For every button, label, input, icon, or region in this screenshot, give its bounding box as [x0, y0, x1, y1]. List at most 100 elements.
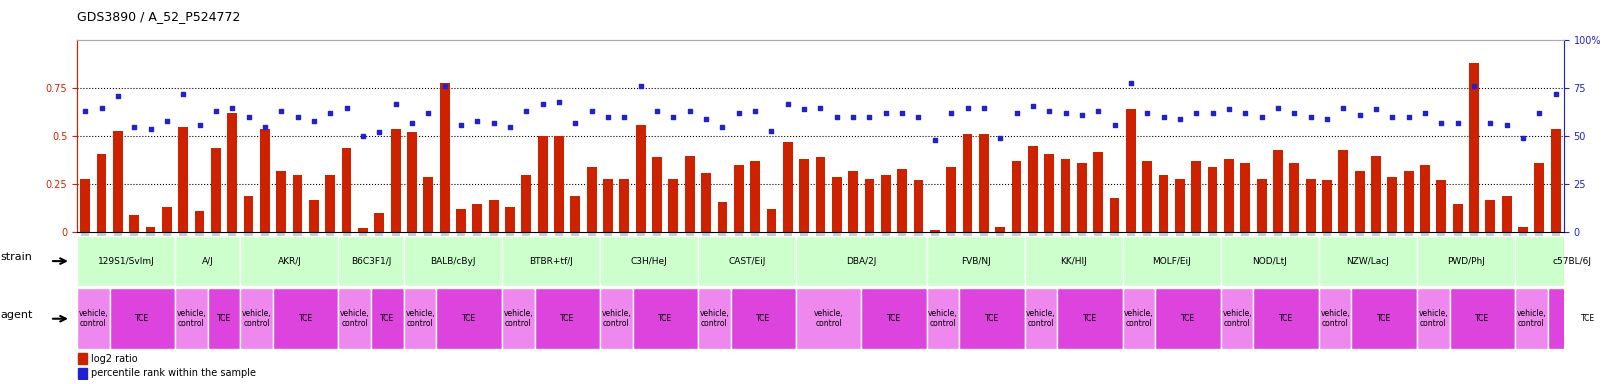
Text: vehicle,
control: vehicle, control	[699, 309, 730, 328]
Point	[1102, 122, 1128, 128]
Point	[1004, 110, 1030, 116]
Bar	[1420, 165, 1429, 232]
Bar	[77, 368, 87, 379]
Bar	[1450, 288, 1514, 349]
Point	[1477, 120, 1503, 126]
Point	[88, 104, 114, 111]
Bar	[832, 177, 842, 232]
Bar	[783, 142, 792, 232]
Bar	[1142, 161, 1152, 232]
Bar	[1274, 150, 1283, 232]
Point	[1461, 83, 1487, 89]
Point	[1020, 103, 1046, 109]
Point	[840, 114, 866, 120]
Bar	[338, 288, 371, 349]
Text: C3H/HeJ: C3H/HeJ	[630, 257, 667, 266]
Bar	[342, 148, 351, 232]
Text: vehicle,
control: vehicle, control	[176, 309, 207, 328]
Bar	[260, 129, 269, 232]
Point	[318, 110, 343, 116]
Text: vehicle,
control: vehicle, control	[813, 309, 844, 328]
Text: TCE: TCE	[298, 314, 313, 323]
Bar	[194, 211, 204, 232]
Bar	[914, 180, 924, 232]
Bar	[1355, 171, 1365, 232]
Bar	[1404, 171, 1413, 232]
Bar	[635, 125, 646, 232]
Bar	[273, 288, 338, 349]
Bar	[371, 288, 404, 349]
Bar	[505, 207, 515, 232]
Bar	[881, 175, 890, 232]
Point	[104, 93, 130, 99]
Bar	[1318, 288, 1352, 349]
Bar	[603, 179, 613, 232]
Point	[334, 104, 359, 111]
Point	[677, 108, 703, 114]
Bar	[228, 113, 237, 232]
Bar	[796, 288, 861, 349]
Point	[1036, 108, 1062, 114]
Bar	[436, 288, 502, 349]
Point	[922, 137, 948, 143]
Point	[645, 108, 670, 114]
Point	[661, 114, 687, 120]
Point	[1134, 110, 1160, 116]
Point	[1250, 114, 1275, 120]
Bar	[358, 228, 367, 232]
Point	[1200, 110, 1225, 116]
Text: vehicle,
control: vehicle, control	[929, 309, 958, 328]
Bar	[1123, 236, 1221, 286]
Bar	[717, 202, 727, 232]
Bar	[1306, 179, 1315, 232]
Text: TCE: TCE	[135, 314, 149, 323]
Bar	[1551, 129, 1561, 232]
Bar	[930, 230, 940, 232]
Bar	[391, 129, 401, 232]
Bar	[162, 207, 172, 232]
Bar	[1208, 167, 1217, 232]
Bar	[815, 157, 826, 232]
Point	[1232, 110, 1258, 116]
Text: vehicle,
control: vehicle, control	[1027, 309, 1055, 328]
Bar	[374, 213, 385, 232]
Point	[547, 99, 573, 105]
Bar	[1123, 288, 1155, 349]
Bar	[489, 200, 499, 232]
Bar	[1352, 288, 1416, 349]
Point	[497, 124, 523, 130]
Bar	[1028, 146, 1038, 232]
Bar	[553, 136, 565, 232]
Point	[1379, 114, 1405, 120]
Bar	[77, 288, 109, 349]
Text: TCE: TCE	[1582, 314, 1596, 323]
Bar	[653, 157, 662, 232]
Point	[906, 114, 932, 120]
Point	[709, 124, 735, 130]
Point	[268, 108, 294, 114]
Bar	[1453, 204, 1463, 232]
Bar	[521, 175, 531, 232]
Point	[611, 114, 637, 120]
Bar	[1514, 288, 1548, 349]
Text: TCE: TCE	[1278, 314, 1293, 323]
Bar	[1221, 236, 1318, 286]
Point	[1052, 110, 1078, 116]
Point	[204, 108, 229, 114]
Bar	[175, 236, 241, 286]
Bar	[212, 148, 221, 232]
Point	[627, 83, 653, 89]
Bar	[404, 288, 436, 349]
Bar	[1057, 288, 1123, 349]
Bar	[1155, 288, 1221, 349]
Bar	[1224, 159, 1233, 232]
Text: TCE: TCE	[658, 314, 672, 323]
Bar	[77, 353, 87, 364]
Point	[808, 104, 834, 111]
Bar	[1437, 180, 1447, 232]
Bar	[1192, 161, 1201, 232]
Point	[775, 101, 800, 107]
Bar	[600, 288, 632, 349]
Bar	[799, 159, 808, 232]
Text: 129S1/SvImJ: 129S1/SvImJ	[98, 257, 154, 266]
